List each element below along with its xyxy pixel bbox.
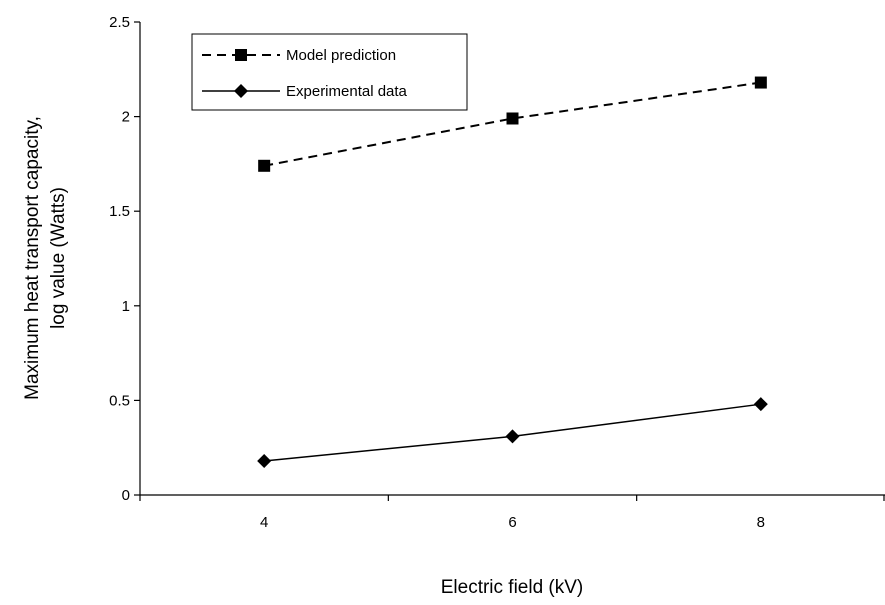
legend-label-experimental: Experimental data [286,83,408,100]
axes [139,22,885,496]
data-point-square [258,159,271,172]
y-tick-label: 2.5 [109,14,130,31]
x-ticks: 4 6 8 [139,495,885,531]
series-layer [257,76,768,468]
data-point-square [754,76,767,89]
legend-item-model: Model prediction [202,47,396,64]
y-axis-title-line-2: log value (Watts) [48,187,69,329]
y-tick-label: 0 [122,487,130,504]
y-axis-title-line-1: Maximum heat transport capacity, [22,116,43,400]
y-tick-label: 1 [122,298,130,315]
y-axis-title: Maximum heat transport capacity, log val… [22,116,69,400]
data-point-diamond [257,453,272,468]
data-point-square [506,112,519,125]
data-point-diamond [505,429,520,444]
y-tick-label: 0.5 [109,392,130,409]
x-tick-label: 8 [757,514,765,531]
x-axis-title: Electric field (kV) [441,577,584,598]
legend-item-experimental: Experimental data [202,83,408,100]
y-ticks: 0 0.5 1 1.5 2 2.5 [109,14,140,504]
data-point-diamond [753,397,768,412]
legend-marker-square [235,49,247,61]
legend: Model prediction Experimental data [191,33,468,111]
y-tick-label: 2 [122,109,130,126]
series-line-0 [263,81,761,167]
legend-marker-diamond [234,84,248,98]
legend-box [191,33,468,111]
x-tick-label: 4 [260,514,268,531]
x-tick-label: 6 [508,514,516,531]
legend-label-model: Model prediction [286,47,396,64]
y-tick-label: 1.5 [109,203,130,220]
